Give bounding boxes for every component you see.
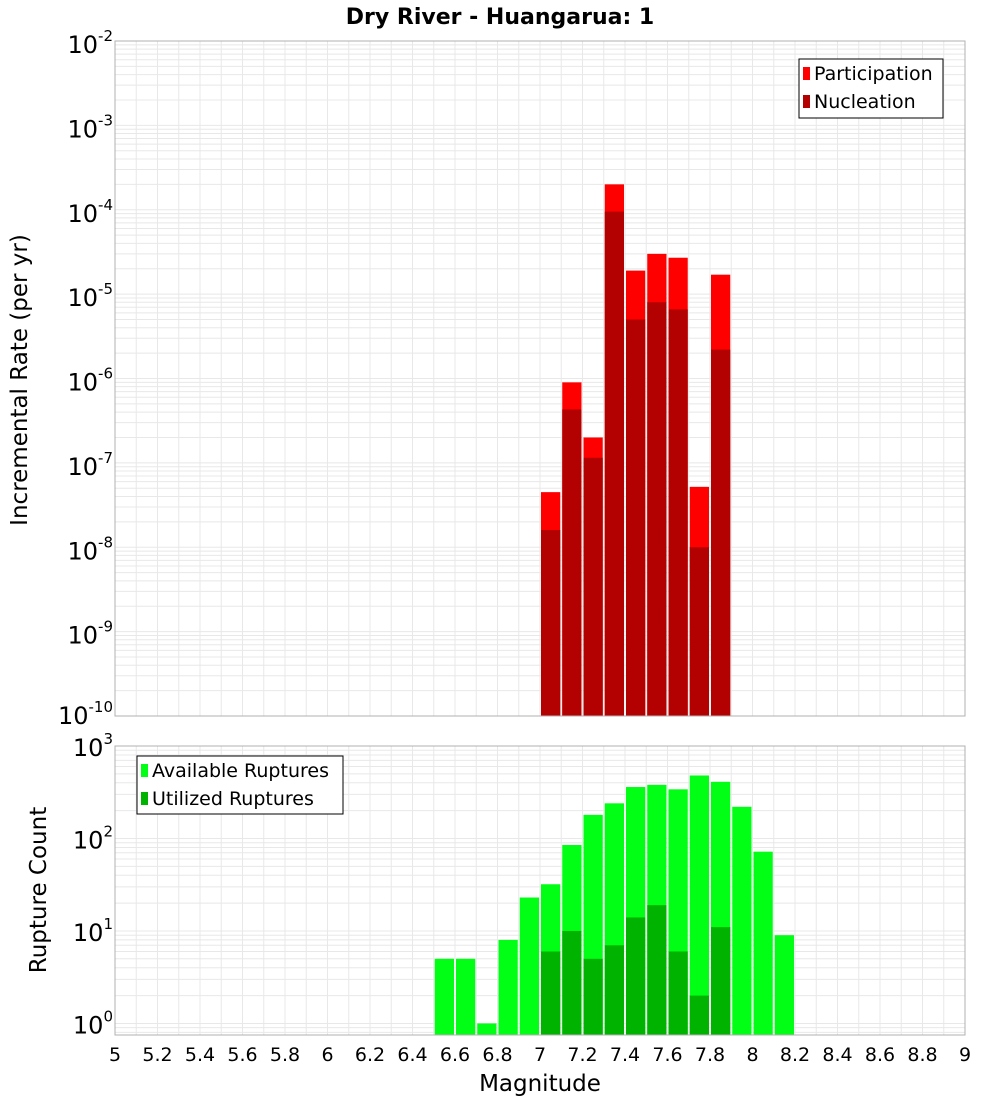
y-tick-label: 10-2	[67, 27, 113, 59]
y-tick-label: 100	[73, 1007, 113, 1039]
y-tick-label: 103	[73, 730, 113, 762]
y-tick-label: 10-6	[67, 365, 113, 397]
x-tick-label: 8.6	[865, 1044, 895, 1066]
legend-label-participation: Participation	[814, 63, 933, 85]
x-tick-label: 5.4	[185, 1044, 215, 1066]
available-ruptures-bar	[434, 958, 454, 1035]
rate-plot-frame	[114, 40, 966, 717]
nucleation-bar	[604, 211, 624, 716]
x-tick-label: 6.4	[397, 1044, 427, 1066]
count-legend: Available Ruptures Utilized Ruptures	[136, 755, 344, 815]
x-tick-label: 7.2	[567, 1044, 597, 1066]
y-tick-label: 10-3	[67, 111, 113, 143]
y-tick-label: 10-5	[67, 280, 113, 312]
nucleation-bar	[647, 302, 667, 716]
available-ruptures-bar	[456, 958, 476, 1035]
x-tick-label: 5.8	[270, 1044, 300, 1066]
x-tick-label: 6.8	[482, 1044, 512, 1066]
utilized-ruptures-bar	[562, 930, 582, 1035]
y-tick-label: 101	[73, 915, 113, 947]
available-ruptures-bar	[753, 851, 773, 1035]
utilized-ruptures-bar	[604, 945, 624, 1035]
x-tick-labels: 5 5.2 5.4 5.6 5.8 6 6.2 6.4 6.6 6.8 7 7.2 7.4 7.6 7.8 8…	[109, 1044, 971, 1066]
x-tick-label: 7	[534, 1044, 546, 1066]
count-gridlines	[114, 746, 966, 1035]
available-ruptures-bar	[477, 1023, 497, 1035]
rate-y-ticks: 10-10 10-9 10-8 10-7 10-6 10-5 10-4 10-3 10-2	[58, 27, 113, 730]
nucleation-bar	[562, 409, 582, 716]
x-tick-label: 5.2	[142, 1044, 172, 1066]
x-tick-label: 5.6	[227, 1044, 257, 1066]
count-panel: 100 101 102 103 5 5.2 5.4 5.6 5.8 6 6.2 6.4 6.6 6.8 7…	[26, 730, 971, 1097]
utilized-ruptures-bar	[668, 951, 688, 1035]
rate-legend: Participation Nucleation	[798, 58, 944, 119]
nucleation-bar	[689, 547, 709, 716]
utilized-ruptures-bar	[626, 917, 646, 1035]
x-tick-label: 8.2	[780, 1044, 810, 1066]
available-ruptures-bar	[732, 806, 752, 1035]
utilized-ruptures-bar	[689, 995, 709, 1035]
nucleation-bar	[626, 319, 646, 716]
utilized-ruptures-bar	[541, 951, 561, 1035]
y-tick-label: 10-10	[58, 698, 113, 730]
rate-y-axis-label: Incremental Rate (per yr)	[7, 234, 33, 526]
nucleation-bar	[583, 457, 603, 716]
count-legend-box	[136, 755, 344, 815]
utilized-ruptures-bar	[647, 905, 667, 1035]
count-y-axis-label: Rupture Count	[26, 807, 52, 973]
x-tick-label: 7.4	[610, 1044, 640, 1066]
x-tick-label: 7.8	[695, 1044, 725, 1066]
y-tick-label: 10-9	[67, 618, 113, 650]
available-ruptures-bar	[774, 935, 794, 1035]
count-plot-frame	[114, 745, 966, 1036]
count-y-ticks: 100 101 102 103	[73, 730, 113, 1039]
rate-legend-box	[798, 58, 944, 119]
legend-swatch-available	[141, 764, 148, 777]
nucleation-bar	[541, 530, 561, 716]
y-tick-label: 10-8	[67, 533, 113, 565]
legend-swatch-nucleation	[803, 95, 810, 108]
available-ruptures-bar	[689, 775, 709, 1035]
available-ruptures-bar	[498, 939, 518, 1035]
x-tick-label: 6	[321, 1044, 333, 1066]
legend-label-available: Available Ruptures	[152, 760, 329, 782]
legend-label-utilized: Utilized Ruptures	[152, 788, 314, 810]
rate-bars	[541, 184, 731, 717]
rate-gridlines	[114, 41, 966, 717]
nucleation-bar	[668, 309, 688, 716]
x-tick-label: 9	[959, 1044, 971, 1066]
y-tick-label: 102	[73, 822, 113, 854]
utilized-ruptures-bar	[711, 927, 731, 1035]
x-tick-label: 5	[109, 1044, 121, 1066]
x-tick-label: 8.8	[907, 1044, 937, 1066]
count-bars	[434, 775, 794, 1035]
nucleation-bar	[711, 349, 731, 716]
legend-swatch-utilized	[141, 792, 148, 805]
x-tick-label: 8	[746, 1044, 758, 1066]
legend-swatch-participation	[803, 67, 810, 80]
available-ruptures-bar	[519, 897, 539, 1035]
x-tick-label: 7.6	[652, 1044, 682, 1066]
rate-panel: 10-10 10-9 10-8 10-7 10-6 10-5 10-4 10-3 10-2 In…	[7, 27, 966, 730]
chart-title: Dry River - Huangarua: 1	[346, 5, 654, 30]
y-tick-label: 10-7	[67, 449, 113, 481]
x-tick-label: 8.4	[822, 1044, 852, 1066]
utilized-ruptures-bar	[583, 958, 603, 1035]
legend-label-nucleation: Nucleation	[814, 91, 916, 113]
x-tick-label: 6.6	[440, 1044, 470, 1066]
x-axis-label: Magnitude	[479, 1071, 601, 1097]
y-tick-label: 10-4	[67, 196, 113, 228]
x-tick-label: 6.2	[355, 1044, 385, 1066]
